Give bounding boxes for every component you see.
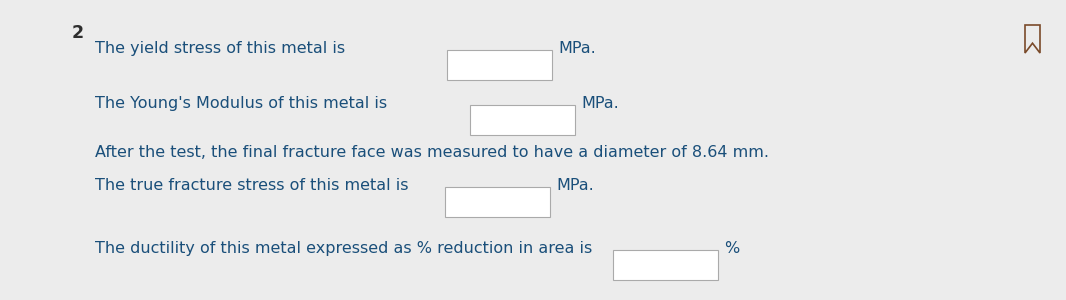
FancyBboxPatch shape [445, 187, 550, 217]
Text: After the test, the final fracture face was measured to have a diameter of 8.64 : After the test, the final fracture face … [95, 145, 769, 160]
FancyBboxPatch shape [470, 105, 575, 135]
Text: The Young's Modulus of this metal is: The Young's Modulus of this metal is [95, 96, 387, 111]
Text: The ductility of this metal expressed as % reduction in area is: The ductility of this metal expressed as… [95, 241, 593, 256]
Text: The yield stress of this metal is: The yield stress of this metal is [95, 41, 345, 56]
FancyBboxPatch shape [613, 250, 718, 280]
Text: The true fracture stress of this metal is: The true fracture stress of this metal i… [95, 178, 408, 193]
Text: 2: 2 [72, 24, 84, 42]
Text: %: % [724, 241, 739, 256]
Text: MPa.: MPa. [556, 178, 594, 193]
FancyBboxPatch shape [447, 50, 552, 80]
Text: MPa.: MPa. [581, 96, 618, 111]
Text: MPa.: MPa. [558, 41, 596, 56]
